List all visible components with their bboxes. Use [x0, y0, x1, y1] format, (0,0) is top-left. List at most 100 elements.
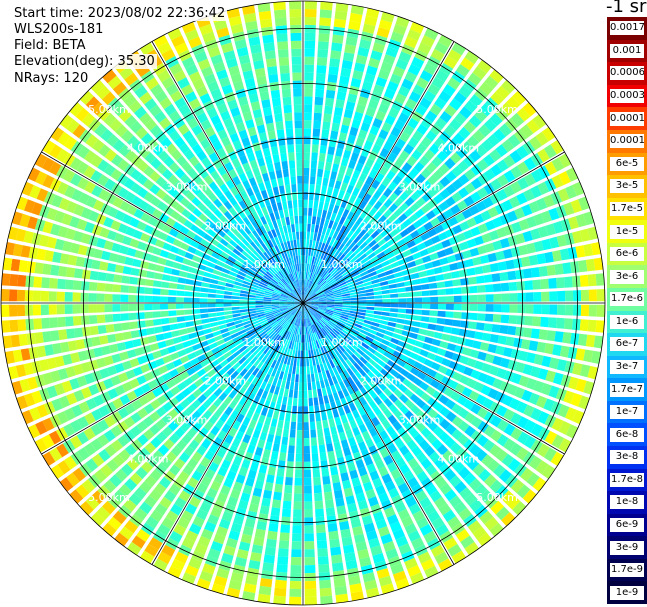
data-cell [390, 432, 401, 443]
data-cell [299, 231, 303, 240]
data-cell [423, 149, 436, 161]
data-cell [143, 224, 154, 235]
data-cell [279, 319, 286, 326]
data-cell [496, 227, 507, 238]
data-cell [332, 114, 342, 124]
data-cell [358, 300, 367, 303]
data-cell [306, 231, 310, 240]
data-cell [280, 524, 290, 534]
data-cell [247, 297, 256, 301]
data-cell [338, 189, 346, 199]
data-cell [247, 305, 256, 309]
ring-label: 2.00km [360, 219, 402, 232]
data-cell [197, 354, 207, 362]
data-cell [247, 223, 255, 232]
data-cell [436, 444, 449, 456]
data-cell [392, 378, 402, 388]
data-cell [149, 343, 160, 352]
data-cell [287, 305, 296, 309]
data-cell [322, 419, 329, 429]
data-cell [274, 312, 282, 318]
data-cell [242, 416, 251, 427]
data-cell [66, 328, 76, 339]
data-cell [226, 470, 237, 481]
data-cell [246, 328, 255, 335]
data-cell [303, 152, 310, 161]
data-cell [265, 313, 274, 317]
colorbar-tick-label: 6e-6 [610, 247, 644, 262]
data-cell [108, 252, 119, 263]
data-cell [535, 395, 548, 409]
data-cell [283, 250, 288, 259]
data-cell [156, 431, 168, 443]
data-cell [62, 240, 73, 252]
data-cell [177, 77, 190, 89]
data-cell [167, 345, 177, 354]
data-cell [313, 284, 319, 292]
data-cell [455, 64, 470, 77]
data-cell [399, 354, 409, 362]
data-cell [280, 308, 289, 312]
data-cell [46, 236, 57, 249]
data-cell [211, 251, 221, 260]
data-cell [361, 413, 370, 423]
data-cell [122, 213, 133, 225]
data-cell [88, 210, 100, 222]
data-cell [131, 535, 146, 549]
data-cell [429, 451, 441, 463]
data-cell [282, 201, 288, 210]
data-cell [310, 305, 318, 310]
data-cell [342, 208, 350, 218]
data-cell [251, 385, 260, 395]
data-cell [269, 138, 278, 148]
azimuth-spoke [302, 151, 565, 304]
data-cell [318, 320, 325, 328]
data-cell [300, 287, 303, 296]
data-cell [300, 247, 303, 256]
data-cell [264, 482, 274, 492]
data-cell [439, 340, 449, 349]
data-cell [232, 420, 241, 431]
data-cell [279, 269, 286, 278]
data-cell [176, 439, 188, 451]
data-cell [123, 164, 136, 176]
data-cell [349, 583, 363, 594]
data-cell [281, 80, 291, 90]
data-cell [167, 174, 179, 186]
data-cell [332, 409, 340, 418]
data-cell [143, 178, 155, 190]
data-cell [434, 496, 447, 509]
data-cell [431, 156, 443, 168]
data-cell [263, 299, 272, 302]
data-cell [283, 288, 291, 294]
data-cell [463, 472, 477, 486]
data-cell [334, 304, 343, 307]
data-cell [394, 156, 405, 168]
data-cell [271, 266, 278, 274]
data-cell [449, 475, 462, 488]
data-cell [365, 488, 376, 500]
data-cell [530, 328, 540, 339]
data-cell [170, 386, 181, 396]
data-cell [301, 310, 303, 319]
data-cell [383, 209, 393, 219]
data-cell [268, 73, 279, 83]
data-cell [468, 115, 482, 128]
data-cell [216, 448, 227, 459]
data-cell [377, 238, 387, 247]
data-cell [342, 298, 351, 301]
data-cell [326, 323, 334, 330]
data-cell [552, 372, 564, 385]
data-cell [200, 238, 210, 247]
data-cell [518, 350, 529, 362]
data-cell [208, 152, 219, 163]
data-cell [80, 207, 92, 220]
data-cell [267, 283, 276, 289]
data-cell [339, 216, 346, 225]
data-cell [516, 401, 528, 414]
data-cell [354, 399, 362, 409]
data-cell [291, 48, 302, 57]
data-cell [326, 296, 335, 300]
data-cell [506, 495, 521, 510]
data-cell [307, 290, 313, 297]
